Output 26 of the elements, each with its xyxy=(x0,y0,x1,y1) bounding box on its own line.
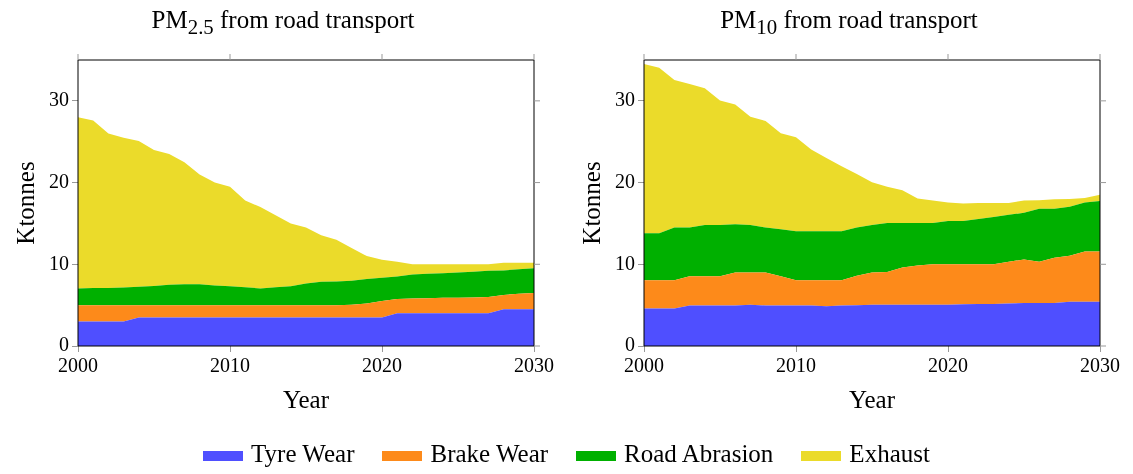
y-tick-label: 10 xyxy=(615,251,635,274)
x-tick-label: 2020 xyxy=(362,354,402,377)
legend-label: Brake Wear xyxy=(430,440,549,467)
x-tick-label: 2000 xyxy=(624,354,664,377)
x-tick-label: 2010 xyxy=(210,354,250,377)
x-tick-label: 2010 xyxy=(776,354,816,377)
legend-label: Exhaust xyxy=(849,440,930,467)
y-tick-label: 0 xyxy=(625,333,635,356)
y-tick-label: 0 xyxy=(59,333,69,356)
y-tick-label: 10 xyxy=(49,251,69,274)
chart-title: PM$_{2.5}$ from road transport xyxy=(150,5,416,40)
y-axis-title: Ktonnes xyxy=(11,161,39,245)
legend-label: Tyre Wear xyxy=(251,440,355,467)
x-tick-label: 2020 xyxy=(928,354,968,377)
x-tick-label: 2030 xyxy=(514,354,554,377)
y-tick-label: 20 xyxy=(49,169,69,192)
y-tick-label: 20 xyxy=(615,169,635,192)
x-tick-label: 2030 xyxy=(1080,354,1120,377)
x-axis-title: Year xyxy=(282,385,330,413)
y-axis-title: Ktonnes xyxy=(577,161,605,245)
y-tick-label: 30 xyxy=(615,88,635,111)
x-axis-title: Year xyxy=(848,385,896,413)
y-tick-label: 30 xyxy=(49,88,69,111)
x-tick-label: 2000 xyxy=(58,354,98,377)
legend-label: Road Abrasion xyxy=(624,440,774,467)
chart-title: PM$_{10}$ from road transport xyxy=(719,5,979,40)
